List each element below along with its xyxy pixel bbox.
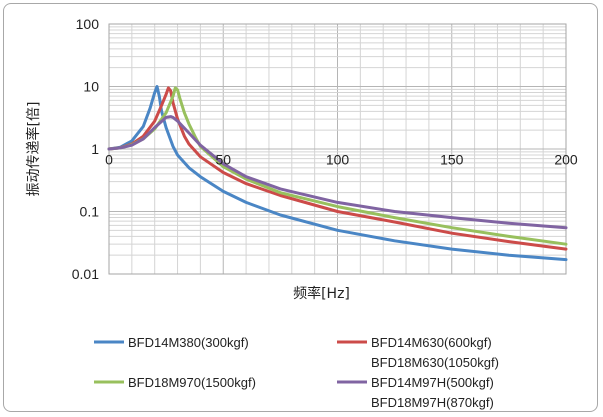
series-line-1 [107, 85, 568, 262]
x-tick-label: 200 [554, 151, 578, 167]
chart-frame: 0 50 100 150 200 100 10 1 0.1 0.01 频率[Hz] 振动传递率[倍… [3, 3, 598, 412]
y-tick-label: 0.01 [72, 266, 99, 282]
y-axis-title: 振动传递率[倍] [25, 102, 42, 197]
legend-label: BFD14M630(600kgf) [371, 335, 492, 350]
series-line-4 [107, 115, 568, 230]
series-line-2 [107, 86, 568, 251]
series-lines [107, 85, 568, 262]
legend-label: BFD18M630(1050kgf) [371, 355, 499, 370]
grid [108, 23, 567, 275]
chart-svg: 0 50 100 150 200 100 10 1 0.1 0.01 频率[Hz] 振动传递率[倍… [25, 16, 578, 410]
x-axis-title: 频率[Hz] [293, 285, 350, 302]
x-tick-label: 50 [215, 151, 231, 167]
x-tick-label: 150 [440, 151, 464, 167]
x-tick-label: 100 [326, 151, 350, 167]
legend-label: BFD14M380(300kgf) [128, 335, 249, 350]
y-tick-label: 100 [76, 16, 100, 32]
y-tick-label: 10 [83, 79, 99, 95]
legend-label: BFD18M970(1500kgf) [128, 375, 256, 390]
y-tick-label: 1 [91, 141, 99, 157]
y-tick-label: 0.1 [80, 204, 100, 220]
tick-labels: 0 50 100 150 200 100 10 1 0.1 0.01 [72, 16, 578, 282]
legend-label: BFD14M97H(500kgf) [371, 375, 494, 390]
legend: BFD14M380(300kgf) BFD14M630(600kgf) BFD18M… [94, 335, 499, 410]
x-tick-label: 0 [105, 151, 113, 167]
legend-label: BFD18M97H(870kgf) [371, 395, 494, 410]
